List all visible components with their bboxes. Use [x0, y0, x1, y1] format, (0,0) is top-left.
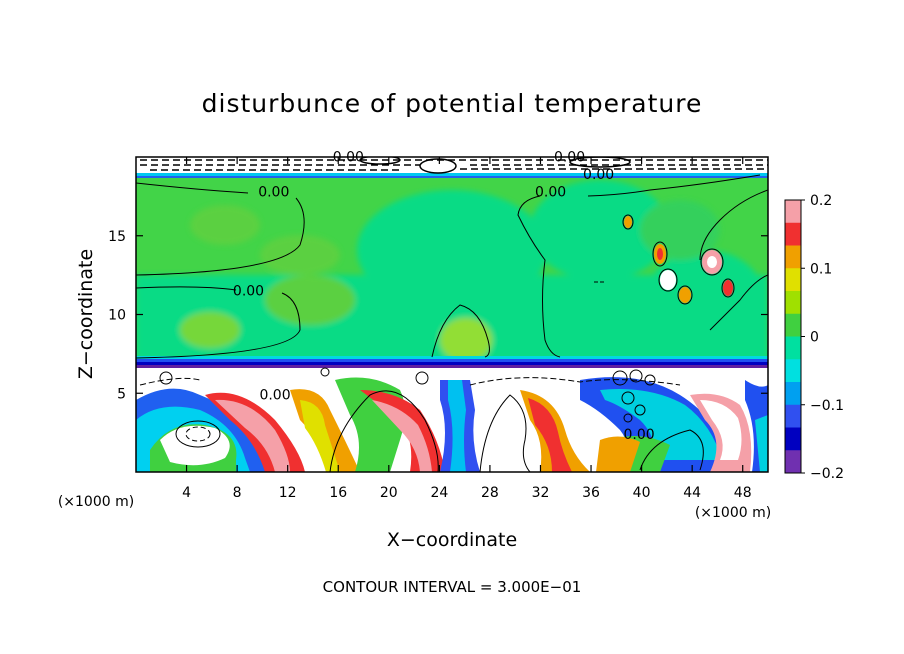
colorbar-tick-label: 0.1	[810, 261, 832, 277]
contour-label: 0.00	[623, 427, 654, 443]
y-tick-label: 15	[108, 229, 126, 245]
colorbar-swatch	[785, 268, 801, 292]
contour-label: 0.00	[535, 184, 566, 200]
x-axis: 4 8 12 16 20 24 28 32 36 40 44 48	[182, 157, 752, 501]
contour-label: 0.00	[583, 167, 614, 183]
y-axis: 5 10 15	[108, 229, 768, 402]
x-tick-label: 20	[380, 485, 398, 501]
contour-labels: 0.00 0.000.000.00 0.000.000.000.00	[233, 150, 655, 443]
colorbar-swatch	[785, 382, 801, 406]
x-tick-label: 8	[233, 485, 242, 501]
y-tick-label: 5	[117, 386, 126, 402]
y-axis-label: Z−coordinate	[75, 249, 97, 379]
contour-label: 0.00	[259, 388, 290, 404]
upper-layer-features	[624, 216, 733, 303]
x-tick-label: 32	[532, 485, 550, 501]
x-tick-label: 12	[279, 485, 297, 501]
x-tick-label: 40	[633, 485, 651, 501]
lower-layer-shading	[136, 377, 768, 472]
y-tick-label: 10	[108, 308, 126, 324]
colorbar-tick-label: 0.2	[810, 193, 832, 209]
x-tick-label: 48	[734, 485, 752, 501]
colorbar-swatch	[785, 200, 801, 224]
colorbar	[784, 199, 802, 474]
heatmap-field	[136, 157, 768, 472]
contour-label: 0.00	[233, 284, 264, 300]
colorbar-ticks: 0.2 0.1 0 −0.1 −0.2	[801, 193, 844, 482]
x-tick-label: 44	[683, 485, 701, 501]
x-tick-label: 16	[329, 485, 347, 501]
contour-interval-note: CONTOUR INTERVAL = 3.000E−01	[323, 578, 582, 596]
colorbar-swatch	[785, 450, 801, 474]
colorbar-tick-label: −0.2	[810, 466, 844, 482]
colorbar-tick-label: −0.1	[810, 398, 844, 414]
colorbar-swatch	[785, 245, 801, 269]
colorbar-tick-label: 0	[810, 330, 819, 346]
x-tick-label: 24	[430, 485, 448, 501]
colorbar-swatch	[785, 359, 801, 383]
colorbar-swatch	[785, 222, 801, 246]
chart-title: disturbunce of potential temperature	[202, 89, 703, 118]
x-tick-label: 28	[481, 485, 499, 501]
x-unit-label: (×1000 m)	[695, 505, 771, 521]
colorbar-swatch	[785, 427, 801, 451]
contour-label: 0.00	[258, 184, 289, 200]
x-tick-label: 4	[182, 485, 191, 501]
x-axis-label: X−coordinate	[387, 529, 517, 551]
colorbar-swatch	[785, 291, 801, 315]
x-tick-label: 36	[582, 485, 600, 501]
colorbar-swatch	[785, 404, 801, 428]
y-unit-label: (×1000 m)	[58, 494, 134, 510]
colorbar-swatch	[785, 336, 801, 360]
colorbar-swatch	[785, 313, 801, 337]
